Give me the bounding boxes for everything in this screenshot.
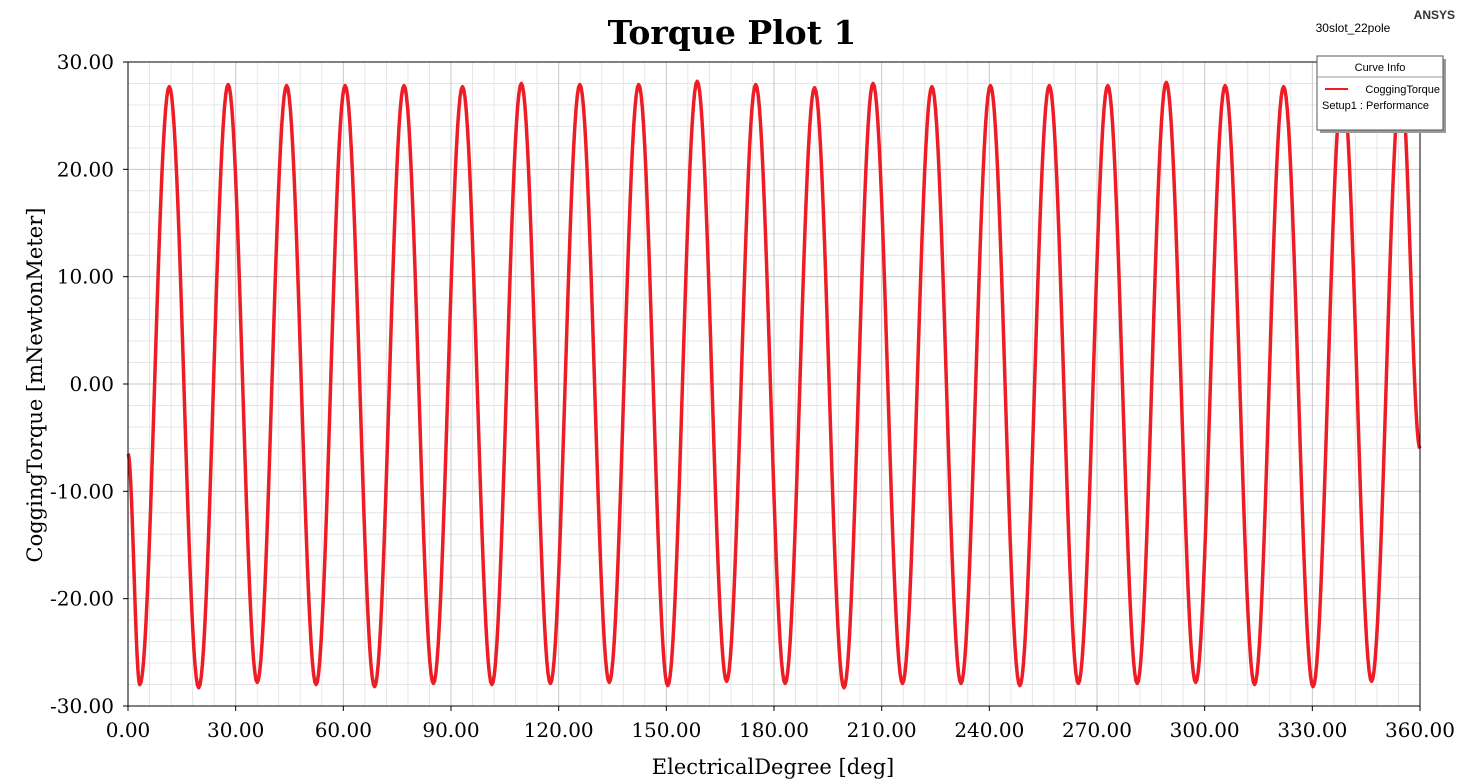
series-layer xyxy=(126,79,1422,690)
x-tick-label: 300.00 xyxy=(1170,718,1240,742)
x-axis-ticks: 0.00 30.00 60.00 90.00 120.00 150.00 180.00 210… xyxy=(106,706,1455,742)
design-name-label: 30slot_22pole xyxy=(1316,21,1391,35)
legend-entry-name: CoggingTorque xyxy=(1365,84,1440,96)
x-tick-label: 330.00 xyxy=(1277,718,1347,742)
x-tick-label: 60.00 xyxy=(315,718,372,742)
curve-info-legend[interactable]: Curve Info CoggingTorque Setup1 : Perfor… xyxy=(1316,55,1446,133)
x-tick-label: 0.00 xyxy=(106,718,151,742)
x-tick-label: 240.00 xyxy=(954,718,1024,742)
major-grid xyxy=(128,62,1420,706)
x-tick-label: 150.00 xyxy=(631,718,701,742)
x-tick-label: 360.00 xyxy=(1385,718,1455,742)
chart-title: Torque Plot 1 xyxy=(608,13,857,52)
series-line-coggingtorque xyxy=(126,79,1422,690)
y-tick-label: 30.00 xyxy=(57,50,114,74)
x-axis-label: ElectricalDegree [deg] xyxy=(652,755,894,779)
y-tick-label: -30.00 xyxy=(50,694,114,718)
brand-label: ANSYS xyxy=(1414,8,1455,22)
y-axis-ticks: 30.00 20.00 10.00 0.00 -10.00 -20.00 -30.00 xyxy=(50,50,128,718)
legend-entry-source: Setup1 : Performance xyxy=(1322,100,1429,112)
y-tick-label: 0.00 xyxy=(69,372,114,396)
y-axis-label: CoggingTorque [mNewtonMeter] xyxy=(23,208,47,563)
x-tick-label: 180.00 xyxy=(739,718,809,742)
y-tick-label: -10.00 xyxy=(50,479,114,503)
y-tick-label: 10.00 xyxy=(57,265,114,289)
x-tick-label: 120.00 xyxy=(524,718,594,742)
x-tick-label: 90.00 xyxy=(422,718,479,742)
y-tick-label: 20.00 xyxy=(57,157,114,181)
y-tick-label: -20.00 xyxy=(50,587,114,611)
x-tick-label: 210.00 xyxy=(847,718,917,742)
x-tick-label: 30.00 xyxy=(207,718,264,742)
legend-title: Curve Info xyxy=(1355,62,1406,74)
x-tick-label: 270.00 xyxy=(1062,718,1132,742)
